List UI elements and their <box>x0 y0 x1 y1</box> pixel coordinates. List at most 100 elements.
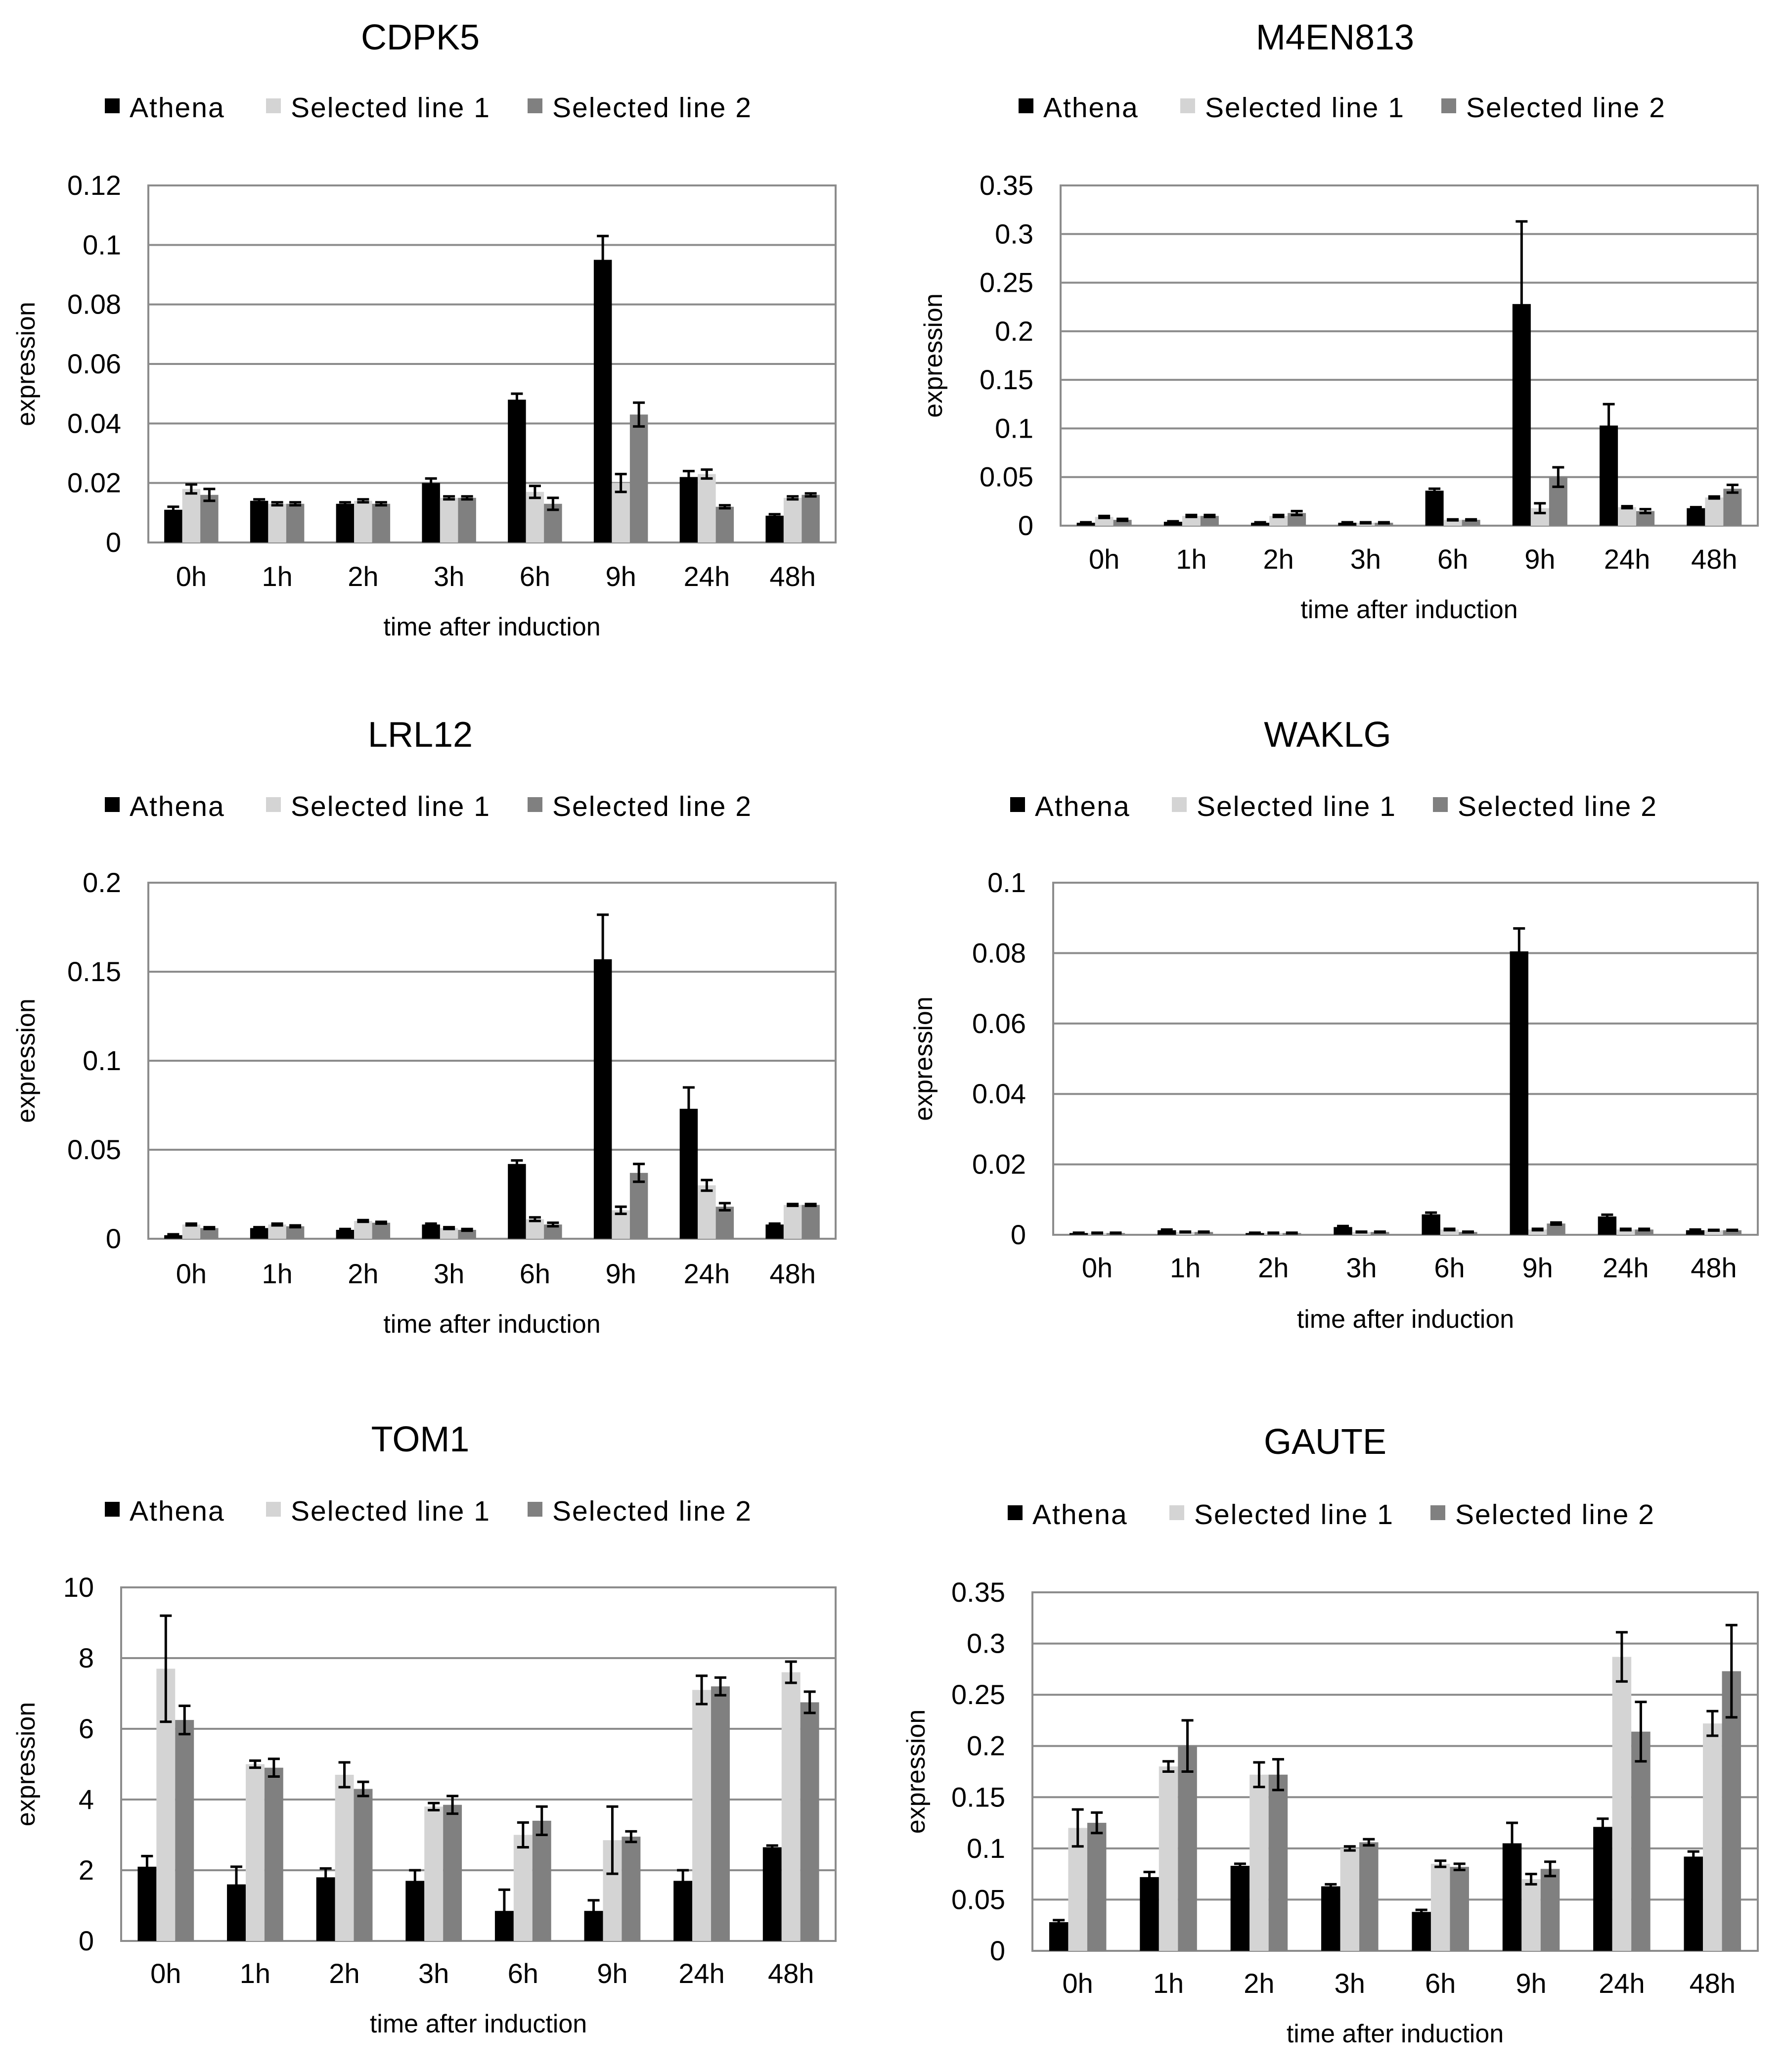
error-bar <box>230 1865 243 1903</box>
bar <box>1703 1723 1722 1951</box>
y-tick-label: 0.06 <box>67 348 121 379</box>
chart-legend: Athena Selected line 1 Selected line 2 <box>1010 791 1656 822</box>
error-bar <box>714 1676 726 1697</box>
y-tick-label: 0.1 <box>995 412 1033 444</box>
error-bar <box>1080 521 1092 525</box>
y-tick-label: 0.15 <box>980 364 1033 395</box>
bar <box>1113 520 1132 526</box>
y-tick-label: 0.3 <box>967 1628 1005 1659</box>
y-tick-label: 0.1 <box>967 1833 1005 1864</box>
bar <box>715 506 734 542</box>
chart-legend: Athena Selected line 1 Selected line 2 <box>1008 1499 1654 1531</box>
error-bar <box>615 1205 627 1216</box>
error-bar <box>785 1660 797 1684</box>
error-bar <box>1091 1811 1103 1835</box>
plot-area <box>1052 882 1759 1236</box>
error-bar <box>375 1220 387 1225</box>
error-bar <box>1234 1862 1246 1869</box>
x-tick-label: 9h <box>605 561 636 592</box>
bar <box>1440 1229 1459 1235</box>
error-bar <box>1167 520 1179 524</box>
x-tick-label: 0h <box>1082 1252 1113 1283</box>
chart-panel: GAUTE Athena Selected line 1 Selected line … <box>902 1422 1759 2048</box>
bar <box>182 1224 201 1239</box>
error-bar <box>425 1222 437 1227</box>
legend-swatch <box>105 1502 120 1517</box>
bar <box>354 1221 372 1239</box>
bar <box>698 474 716 542</box>
bar <box>1462 520 1480 526</box>
x-tick-label: 3h <box>434 1258 464 1289</box>
bar <box>1618 507 1637 526</box>
error-bar <box>1687 1850 1699 1863</box>
x-axis-label: time after induction <box>383 1310 600 1339</box>
error-bar <box>633 1163 645 1183</box>
bar <box>1412 1912 1431 1951</box>
bar <box>316 1877 335 1941</box>
y-tick-label: 0.2 <box>83 867 121 898</box>
error-bar <box>1725 1623 1738 1719</box>
x-tick-label: 2h <box>1258 1252 1289 1283</box>
y-tick-label: 6 <box>79 1713 94 1744</box>
error-bar <box>339 1227 351 1232</box>
chart-panel: TOM1 Athena Selected line 1 Selected line 2… <box>12 1420 837 2038</box>
x-tick-label: 3h <box>1346 1252 1377 1283</box>
legend-label: Selected line 1 <box>291 92 490 124</box>
chart-panel: CDPK5 Athena Selected line 1 Selected line … <box>12 18 837 641</box>
bar <box>164 509 182 542</box>
error-bar <box>677 1869 689 1893</box>
bar <box>1182 516 1201 526</box>
y-tick-label: 0.06 <box>972 1008 1026 1039</box>
bar <box>268 1224 286 1239</box>
error-bar <box>1253 1761 1265 1789</box>
error-bar <box>718 504 731 510</box>
error-bar <box>253 1226 266 1230</box>
legend-swatch <box>266 797 281 812</box>
x-tick-label: 6h <box>508 1958 538 1989</box>
error-bar <box>1550 1221 1562 1226</box>
error-bar <box>787 1203 799 1207</box>
bar <box>1510 951 1528 1235</box>
bar <box>1430 1863 1450 1951</box>
bar <box>1616 1229 1635 1235</box>
legend-label: Selected line 1 <box>291 1495 490 1527</box>
error-bar <box>443 495 455 501</box>
bar <box>765 515 784 542</box>
legend-swatch <box>528 1502 542 1517</box>
error-bar <box>1162 1760 1175 1773</box>
bar <box>1684 1856 1703 1951</box>
y-tick-label: 10 <box>63 1572 94 1603</box>
bar <box>422 483 440 542</box>
error-bar <box>615 473 627 494</box>
error-bar <box>1071 1808 1084 1848</box>
legend-swatch <box>1172 797 1187 812</box>
chart-panel: LRL12 Athena Selected line 1 Selected line … <box>12 715 837 1339</box>
error-bar <box>529 1216 541 1222</box>
y-tick-label: 0.35 <box>951 1577 1005 1608</box>
legend-label: Athena <box>130 791 225 822</box>
error-bar <box>1337 1224 1349 1229</box>
error-bar <box>461 1227 473 1232</box>
legend-label: Athena <box>130 92 225 124</box>
error-bar <box>1378 521 1390 525</box>
bar <box>200 495 219 542</box>
plot-area <box>1060 184 1759 527</box>
error-bar <box>1525 1873 1537 1886</box>
x-tick-label: 3h <box>1335 1968 1365 1999</box>
error-bar <box>1601 1213 1613 1220</box>
bar <box>1087 1823 1107 1951</box>
plot-area <box>120 1586 837 1942</box>
x-tick-label: 1h <box>1153 1968 1184 1999</box>
bar <box>1687 508 1705 526</box>
bar <box>1686 1230 1705 1235</box>
chart-legend: Athena Selected line 1 Selected line 2 <box>105 791 752 822</box>
x-tick-label: 48h <box>1690 1968 1736 1999</box>
error-bar <box>160 1614 172 1723</box>
error-bar <box>766 1844 778 1850</box>
legend-swatch <box>1019 98 1033 113</box>
error-bar <box>446 1795 459 1815</box>
legend-label: Athena <box>1035 791 1130 822</box>
error-bar <box>1516 220 1528 388</box>
legend-label: Selected line 2 <box>552 791 752 822</box>
x-tick-label: 1h <box>1176 543 1206 575</box>
